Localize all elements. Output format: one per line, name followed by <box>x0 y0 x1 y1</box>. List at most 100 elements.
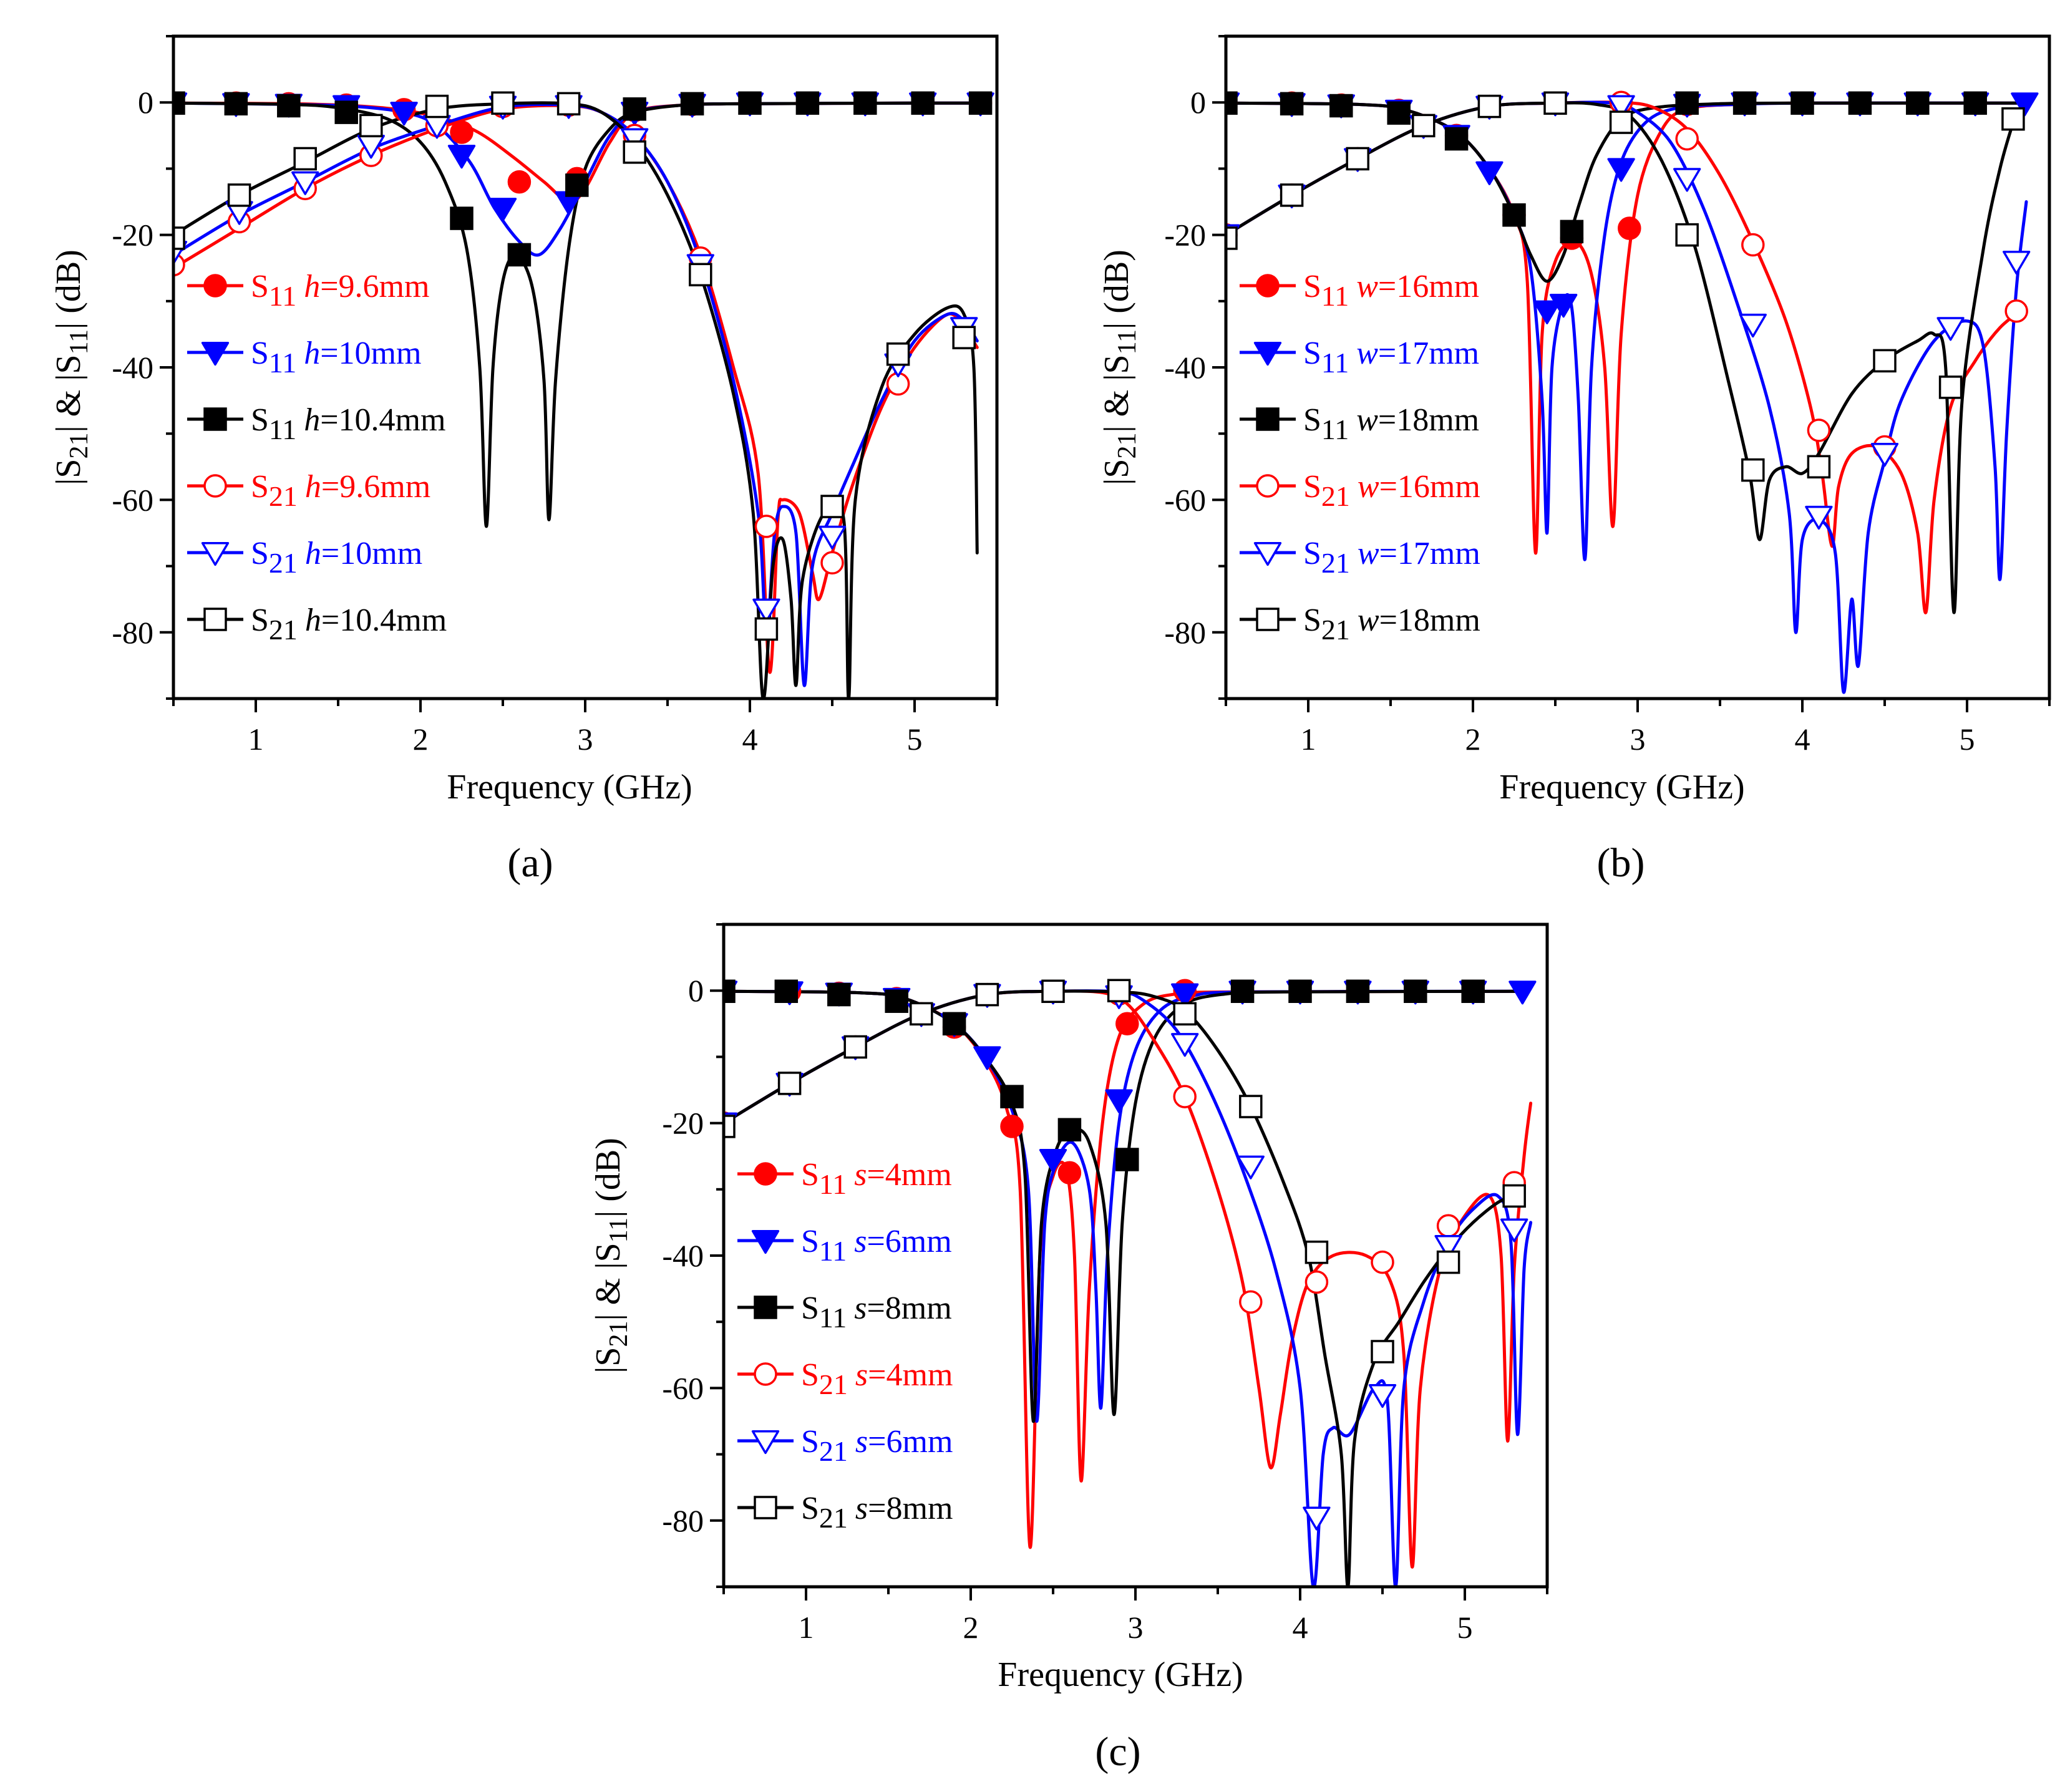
data-point-s5-8 <box>1741 458 1765 482</box>
data-point-s2-10 <box>1346 979 1370 1004</box>
data-point-s5-6 <box>1609 110 1633 134</box>
data-point-s5-1 <box>227 183 251 207</box>
data-point-s2-7 <box>623 97 646 121</box>
data-point-s4-2 <box>291 171 319 195</box>
legend-marker <box>203 474 227 498</box>
data-point-s5-3 <box>1412 114 1436 138</box>
y-tick-label: -80 <box>662 1503 704 1538</box>
data-point-s2-0 <box>1226 91 1238 115</box>
data-point-s5-8 <box>689 263 712 287</box>
data-point-s5-0 <box>173 226 185 250</box>
data-point-s2-11 <box>1906 91 1930 115</box>
data-point-s5-4 <box>425 94 449 119</box>
data-point-s5-6 <box>556 92 581 116</box>
data-point-s4-7 <box>621 128 649 152</box>
data-point-s2-0 <box>724 979 736 1004</box>
plot-area <box>173 91 994 699</box>
y-tick-label: -20 <box>662 1106 704 1141</box>
data-point-s1-4 <box>390 102 418 126</box>
data-point-s3-8 <box>1741 233 1765 257</box>
axes-frame <box>172 34 999 700</box>
panel-c: 1 2 3 4 5 0 -20 -40 -60 -80 Frequency (GHz) |S21| &… <box>589 923 1549 1694</box>
legend-marker <box>1256 407 1280 431</box>
panel-label-b: (b) <box>1597 840 1645 886</box>
legend-marker <box>751 1229 780 1254</box>
data-point-s1-5 <box>1475 161 1504 185</box>
y-tick-label: -60 <box>112 482 153 517</box>
data-point-s2-7 <box>1115 1148 1139 1171</box>
data-point-s1-5 <box>447 145 476 169</box>
data-point-s2-8 <box>1732 91 1757 115</box>
y-tick-label: 0 <box>688 973 704 1008</box>
data-point-s2-6 <box>1057 1118 1082 1141</box>
legend-entry: S21 s=6mm <box>737 1424 953 1467</box>
data-point-s5-6 <box>1107 979 1131 1002</box>
data-point-s1-8 <box>1171 983 1199 1007</box>
data-point-s5-11 <box>886 342 910 366</box>
data-point-s4-10 <box>1368 1383 1397 1408</box>
data-point-s2-0 <box>173 91 185 115</box>
data-point-s4-8 <box>1739 313 1767 338</box>
y-tick-label: -20 <box>112 218 153 253</box>
data-point-s5-9 <box>1305 1240 1329 1264</box>
data-point-s5-0 <box>724 1115 736 1138</box>
data-point-s5-7 <box>1675 223 1699 247</box>
x-tick-label: 2 <box>1465 722 1481 757</box>
data-point-s2-11 <box>1404 979 1427 1004</box>
data-point-s2-6 <box>1560 220 1584 244</box>
data-point-s5-12 <box>2001 107 2025 131</box>
y-axis-title: |S21| & |S11| (dB) <box>1097 249 1142 485</box>
data-point-s4-6 <box>1607 95 1635 119</box>
data-point-s5-5 <box>491 91 515 115</box>
data-point-s2-2 <box>277 94 301 118</box>
legend-marker <box>201 341 230 366</box>
data-point-s2-9 <box>1288 979 1312 1004</box>
x-tick-label: 1 <box>248 722 264 757</box>
legend-label: S21 h=10mm <box>251 536 422 579</box>
data-point-s1-5 <box>973 1046 1001 1070</box>
data-point-s5-12 <box>952 326 976 349</box>
data-point-s3-7 <box>1675 127 1699 151</box>
data-point-s5-10 <box>1873 349 1897 373</box>
y-tick-label: -40 <box>662 1238 704 1273</box>
y-tick-label: 0 <box>1190 85 1206 120</box>
data-point-s1-7 <box>1105 1089 1133 1113</box>
legend-label: S21 w=17mm <box>1303 536 1480 579</box>
data-point-s3-8 <box>1239 1290 1263 1314</box>
data-point-s1-6 <box>488 198 517 222</box>
data-point-s4-11 <box>1434 1235 1462 1259</box>
legend-marker <box>1256 274 1280 298</box>
data-point-s5-10 <box>1371 1340 1394 1363</box>
data-point-s5-1 <box>777 1072 802 1095</box>
x-tick-label: 5 <box>1457 1610 1473 1645</box>
data-point-s2-4 <box>450 206 474 230</box>
plot-area <box>724 979 1537 1587</box>
data-point-s2-10 <box>1848 91 1872 115</box>
data-point-s5-7 <box>1173 1002 1197 1026</box>
legend-entry: S21 h=10.4mm <box>187 603 447 646</box>
legend-marker <box>754 1296 777 1319</box>
data-point-s1-6 <box>1039 1148 1067 1173</box>
data-point-s0-5 <box>1000 1115 1024 1138</box>
data-point-s2-8 <box>680 92 704 116</box>
data-point-s2-6 <box>565 173 589 197</box>
data-point-s4-12 <box>1500 1218 1528 1242</box>
data-point-s0-7 <box>1618 216 1641 240</box>
legend-label: S11 h=10mm <box>251 336 421 379</box>
legend-entry: S11 s=6mm <box>737 1224 952 1267</box>
x-tick-label: 1 <box>1301 722 1316 757</box>
data-point-s5-4 <box>1477 94 1502 119</box>
legend-marker <box>1256 474 1280 498</box>
data-point-s2-3 <box>1387 101 1411 125</box>
x-axis-title: Frequency (GHz) <box>998 1655 1243 1694</box>
y-axis-title: |S21| & |S11| (dB) <box>589 1138 633 1373</box>
legend-entry: S11 w=16mm <box>1240 269 1479 312</box>
data-point-s1-15 <box>2011 92 2039 117</box>
legend-entry: S21 w=18mm <box>1240 603 1480 646</box>
data-point-s2-5 <box>1000 1085 1024 1108</box>
series-line-s21-w-18mm <box>1226 101 2015 614</box>
legend-entry: S11 w=17mm <box>1240 336 1479 379</box>
legend-marker <box>201 541 230 566</box>
data-point-s4-9 <box>752 598 780 622</box>
x-tick-label: 5 <box>1960 722 1975 757</box>
